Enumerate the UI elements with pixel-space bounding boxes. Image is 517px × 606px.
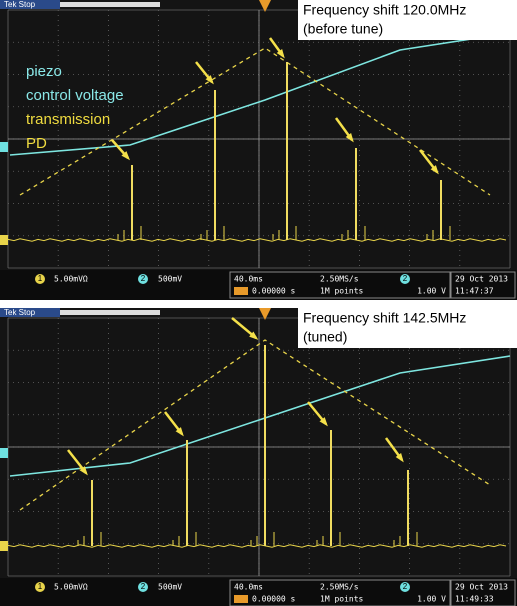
legend-label: piezo — [26, 63, 62, 80]
ch2: 2 — [141, 582, 146, 591]
header-bar — [60, 2, 160, 7]
ch1-scale: 5.00mVΩ — [54, 583, 88, 592]
trigger-level: 1.00 V — [417, 287, 446, 296]
ch-marker — [0, 235, 8, 245]
trigger-channel: 2 — [403, 582, 408, 591]
timebase: 40.0ms — [234, 583, 263, 592]
record-length: 1M points — [320, 595, 364, 604]
ch2-scale: 500mV — [158, 583, 182, 592]
ch1: 1 — [38, 274, 43, 283]
ch-marker — [0, 448, 8, 458]
position-marker — [234, 287, 248, 295]
header-bar — [60, 310, 160, 315]
screen — [0, 308, 517, 606]
header: Tek Stop — [4, 0, 36, 9]
scope-panel: Tek Stop Frequency shift 142.5MHz (tuned) 1… — [0, 308, 517, 606]
annotation: (tuned) — [303, 329, 347, 345]
ch-marker — [0, 142, 8, 152]
scope-figure: Tek Stop Frequency shift 120.0MHz (before … — [0, 0, 517, 606]
trigger-level: 1.00 V — [417, 595, 446, 604]
trigger-channel: 2 — [403, 274, 408, 283]
record-length: 1M points — [320, 287, 364, 296]
annotation: (before tune) — [303, 21, 383, 37]
ch2-scale: 500mV — [158, 275, 182, 284]
ch1-scale: 5.00mVΩ — [54, 275, 88, 284]
legend-label: PD — [26, 135, 47, 152]
scope-panel: Tek Stop Frequency shift 120.0MHz (before … — [0, 0, 517, 300]
position: 0.00000 s — [252, 595, 296, 604]
header: Tek Stop — [4, 308, 36, 317]
time: 11:47:37 — [455, 287, 494, 296]
legend-label: transmission — [26, 111, 110, 128]
ch1: 1 — [38, 582, 43, 591]
ch-marker — [0, 541, 8, 551]
sample-rate: 2.50MS/s — [320, 275, 359, 284]
date: 29 Oct 2013 — [455, 275, 508, 284]
annotation: Frequency shift 120.0MHz — [303, 2, 466, 18]
timebase: 40.0ms — [234, 275, 263, 284]
position-marker — [234, 595, 248, 603]
ch2: 2 — [141, 274, 146, 283]
page: Tek Stop Frequency shift 120.0MHz (before … — [0, 0, 517, 606]
sample-rate: 2.50MS/s — [320, 583, 359, 592]
annotation: Frequency shift 142.5MHz — [303, 310, 466, 326]
position: 0.00000 s — [252, 287, 296, 296]
time: 11:49:33 — [455, 595, 494, 604]
date: 29 Oct 2013 — [455, 583, 508, 592]
legend-label: control voltage — [26, 87, 124, 104]
